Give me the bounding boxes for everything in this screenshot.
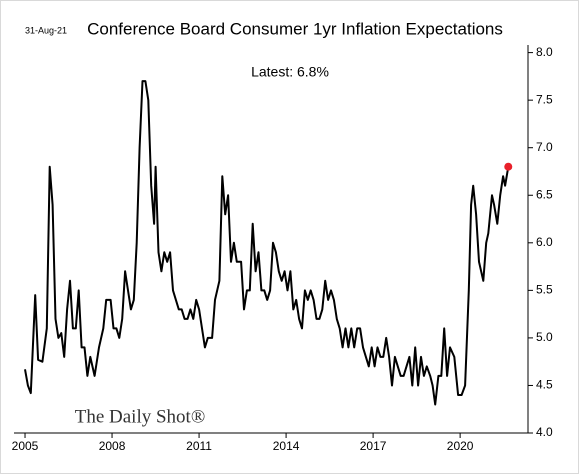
x-tick-label: 2008: [99, 439, 126, 453]
line: [24, 80, 510, 406]
y-tick-label: 7.0: [536, 140, 553, 154]
x-tick-label: 2011: [186, 439, 212, 453]
x-tick-label: 2014: [273, 439, 300, 453]
watermark: The Daily Shot®: [75, 406, 206, 427]
y-tick-label: 8.0: [536, 45, 553, 59]
y-tick-label: 6.0: [536, 235, 553, 249]
chart-title: Conference Board Consumer 1yr Inflation …: [87, 19, 503, 38]
x-tick-label: 2020: [447, 439, 474, 453]
latest-point: [504, 162, 513, 171]
y-tick-label: 7.5: [536, 92, 553, 106]
y-tick-label: 4.0: [536, 425, 553, 439]
y-tick-label: 4.5: [536, 378, 553, 392]
y-tick-label: 5.5: [536, 283, 553, 297]
date-label: 31-Aug-21: [25, 25, 67, 35]
annotation: Latest: 6.8%: [251, 64, 329, 80]
y-tick-label: 5.0: [536, 330, 553, 344]
x-tick-label: 2017: [360, 439, 387, 453]
x-tick-label: 2005: [12, 439, 39, 453]
y-tick-label: 6.5: [536, 187, 553, 201]
